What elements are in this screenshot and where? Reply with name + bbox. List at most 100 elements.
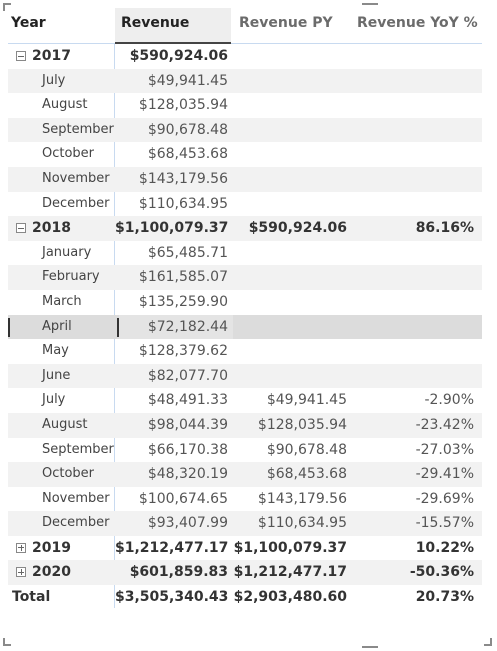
revenue-py-cell[interactable] — [230, 118, 347, 143]
matrix-month-row[interactable]: November $143,179.56 — [8, 166, 482, 192]
matrix-total-row[interactable]: Total $3,505,340.43 $2,903,480.60 20.73% — [8, 585, 482, 610]
revenue-py-cell[interactable]: $590,924.06 — [248, 220, 347, 237]
revenue-py-cell[interactable]: $2,903,480.60 — [233, 589, 347, 606]
matrix-month-row[interactable]: February $161,585.07 — [8, 265, 482, 290]
revenue-py-cell[interactable] — [230, 241, 347, 266]
matrix-year-row[interactable]: 2020 $601,859.83 $1,212,477.17 -50.36% — [8, 560, 482, 586]
revenue-cell[interactable]: $82,077.70 — [147, 367, 228, 384]
row-header-cell[interactable]: August — [42, 97, 88, 113]
revenue-py-cell[interactable] — [230, 167, 347, 192]
revenue-yoy-cell[interactable]: 86.16% — [415, 220, 474, 237]
row-header-cell[interactable]: Total — [12, 589, 51, 606]
row-header-cell[interactable]: February — [42, 269, 100, 285]
matrix-month-row[interactable]: October $48,320.19 $68,453.68 -29.41% — [8, 462, 482, 487]
matrix-year-row[interactable]: 2018 $1,100,079.37 $590,924.06 86.16% — [8, 216, 482, 241]
column-header-revenue[interactable]: Revenue — [115, 8, 231, 44]
row-header-cell[interactable]: April — [42, 318, 72, 334]
resize-corner-bottom-left[interactable] — [3, 638, 11, 646]
revenue-py-cell[interactable]: $68,453.68 — [266, 466, 347, 483]
column-header-revenue-yoy[interactable]: Revenue YoY % — [357, 15, 478, 31]
resize-handle-top[interactable] — [362, 3, 378, 5]
column-header-year[interactable]: Year — [11, 15, 46, 31]
revenue-cell[interactable]: $128,035.94 — [138, 97, 228, 114]
revenue-cell[interactable]: $100,674.65 — [138, 490, 228, 507]
row-header-cell[interactable]: September — [42, 441, 114, 457]
revenue-yoy-cell[interactable]: -29.41% — [415, 466, 474, 483]
row-header-cell[interactable]: May — [42, 343, 69, 359]
revenue-cell[interactable]: $1,212,477.17 — [115, 539, 229, 556]
row-header-cell[interactable]: 2019 — [12, 536, 112, 561]
revenue-cell[interactable]: $49,941.45 — [147, 72, 228, 89]
revenue-py-cell[interactable]: $143,179.56 — [257, 490, 347, 507]
revenue-py-cell[interactable]: $110,634.95 — [257, 515, 347, 532]
matrix-month-row[interactable]: October $68,453.68 — [8, 142, 482, 167]
resize-handle-bottom[interactable] — [362, 646, 378, 648]
revenue-yoy-cell[interactable] — [352, 290, 474, 315]
matrix-month-row[interactable]: April $72,182.44 — [8, 314, 482, 340]
revenue-yoy-cell[interactable]: -50.36% — [409, 564, 474, 581]
row-header-cell[interactable]: 2020 — [12, 560, 112, 585]
revenue-py-cell[interactable]: $1,100,079.37 — [233, 539, 347, 556]
matrix-month-row[interactable]: November $100,674.65 $143,179.56 -29.69% — [8, 487, 482, 512]
revenue-cell[interactable]: $590,924.06 — [129, 48, 228, 64]
revenue-py-cell[interactable] — [230, 142, 347, 167]
matrix-month-row[interactable]: August $98,044.39 $128,035.94 -23.42% — [8, 412, 482, 438]
revenue-py-cell[interactable] — [230, 364, 347, 389]
row-header-cell[interactable]: November — [42, 170, 110, 186]
revenue-py-cell[interactable] — [230, 69, 347, 94]
revenue-yoy-cell[interactable] — [352, 339, 474, 364]
row-header-cell[interactable]: 2018 — [12, 216, 112, 241]
row-header-cell[interactable]: August — [42, 416, 88, 432]
revenue-cell[interactable]: $143,179.56 — [138, 170, 228, 187]
resize-corner-bottom-right[interactable] — [484, 638, 492, 646]
revenue-cell[interactable]: $1,100,079.37 — [115, 220, 229, 237]
expand-plus-icon[interactable] — [16, 567, 26, 578]
column-header-revenue-py[interactable]: Revenue PY — [239, 15, 333, 31]
revenue-yoy-cell[interactable] — [352, 364, 474, 389]
revenue-yoy-cell[interactable] — [352, 265, 474, 290]
collapse-minus-icon[interactable] — [16, 223, 26, 234]
row-header-cell[interactable]: October — [42, 466, 95, 482]
matrix-month-row[interactable]: September $66,170.38 $90,678.48 -27.03% — [8, 438, 482, 463]
revenue-yoy-cell[interactable]: 10.22% — [415, 539, 474, 556]
revenue-cell[interactable]: $3,505,340.43 — [115, 589, 229, 606]
revenue-py-cell[interactable] — [230, 315, 347, 340]
revenue-cell[interactable]: $128,379.62 — [138, 343, 228, 360]
revenue-py-cell[interactable] — [230, 290, 347, 315]
row-header-cell[interactable]: January — [42, 244, 92, 260]
revenue-yoy-cell[interactable] — [352, 44, 474, 69]
revenue-yoy-cell[interactable]: -27.03% — [415, 441, 474, 458]
row-header-cell[interactable]: July — [42, 72, 66, 88]
matrix-year-row[interactable]: 2019 $1,212,477.17 $1,100,079.37 10.22% — [8, 536, 482, 561]
row-header-cell[interactable]: September — [42, 121, 114, 137]
revenue-yoy-cell[interactable] — [352, 167, 474, 192]
row-header-cell[interactable]: June — [42, 367, 71, 383]
expand-plus-icon[interactable] — [16, 542, 26, 553]
revenue-yoy-cell[interactable] — [352, 69, 474, 94]
row-header-cell[interactable]: December — [42, 515, 110, 531]
matrix-month-row[interactable]: June $82,077.70 — [8, 363, 482, 389]
row-header-cell[interactable]: 2017 — [12, 44, 112, 69]
revenue-yoy-cell[interactable]: -2.90% — [424, 392, 474, 409]
revenue-yoy-cell[interactable] — [352, 315, 474, 340]
revenue-cell[interactable]: $48,320.19 — [147, 466, 228, 483]
revenue-py-cell[interactable] — [230, 339, 347, 364]
row-header-cell[interactable]: December — [42, 195, 110, 211]
revenue-cell[interactable]: $72,182.44 — [147, 318, 228, 335]
matrix-month-row[interactable]: December $93,407.99 $110,634.95 -15.57% — [8, 511, 482, 536]
revenue-cell[interactable]: $65,485.71 — [147, 244, 228, 261]
revenue-py-cell[interactable] — [230, 192, 347, 217]
matrix-year-row[interactable]: 2017 $590,924.06 — [8, 44, 482, 69]
revenue-yoy-cell[interactable] — [352, 241, 474, 266]
matrix-month-row[interactable]: March $135,259.90 — [8, 290, 482, 315]
revenue-cell[interactable]: $93,407.99 — [147, 515, 228, 532]
revenue-py-cell[interactable] — [230, 44, 347, 69]
revenue-py-cell[interactable] — [230, 93, 347, 118]
revenue-yoy-cell[interactable] — [352, 93, 474, 118]
revenue-py-cell[interactable]: $128,035.94 — [257, 416, 347, 433]
row-header-cell[interactable]: October — [42, 146, 95, 162]
matrix-month-row[interactable]: July $49,941.45 — [8, 68, 482, 94]
matrix-month-row[interactable]: December $110,634.95 — [8, 192, 482, 217]
revenue-yoy-cell[interactable]: -29.69% — [415, 490, 474, 507]
row-header-cell[interactable]: November — [42, 490, 110, 506]
